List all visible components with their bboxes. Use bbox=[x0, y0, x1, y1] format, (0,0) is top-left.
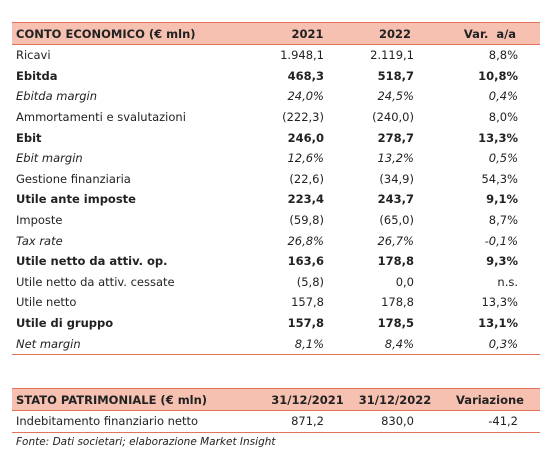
row-label: Utile netto da attiv. op. bbox=[16, 254, 168, 269]
cell-value: 243,7 bbox=[377, 192, 414, 207]
cell-value: -0,1% bbox=[484, 233, 518, 248]
cell-value: 278,7 bbox=[377, 130, 414, 145]
table-row: Gestione finanziaria (22,6) (34,9) 54,3% bbox=[12, 169, 540, 190]
cell-value: 468,3 bbox=[287, 68, 324, 83]
cell-value: 13,3% bbox=[481, 295, 518, 310]
column-header: 2022 bbox=[350, 22, 440, 45]
cell-value: 26,7% bbox=[377, 233, 414, 248]
row-label: Utile ante imposte bbox=[16, 192, 136, 207]
cell-value: 9,3% bbox=[486, 254, 518, 269]
cell-value: 178,8 bbox=[381, 295, 414, 310]
cell-value: 12,6% bbox=[287, 151, 324, 166]
table-row: Utile ante imposte 223,4 243,7 9,1% bbox=[12, 189, 540, 210]
row-label: Indebitamento finanziario netto bbox=[12, 410, 265, 433]
cell-value: 24,5% bbox=[377, 89, 414, 104]
cell-value: 13,2% bbox=[377, 151, 414, 166]
cell-value: 157,8 bbox=[291, 295, 324, 310]
cell-value: 163,6 bbox=[287, 254, 324, 269]
cell-value: 178,8 bbox=[377, 254, 414, 269]
row-label: Ricavi bbox=[16, 48, 51, 63]
table-row: Utile netto da attiv. cessate (5,8) 0,0 n.s… bbox=[12, 272, 540, 293]
cell-value: 1.948,1 bbox=[280, 48, 324, 63]
cell-value: 830,0 bbox=[350, 410, 440, 433]
cell-value: 157,8 bbox=[287, 316, 324, 331]
column-header: STATO PATRIMONIALE (€ mln) bbox=[12, 388, 265, 411]
row-label: Gestione finanziaria bbox=[16, 171, 131, 186]
cell-value: 0,3% bbox=[440, 333, 540, 355]
table-row: Tax rate 26,8% 26,7% -0,1% bbox=[12, 230, 540, 251]
cell-value: (59,8) bbox=[289, 213, 324, 228]
cell-value: 8,8% bbox=[488, 48, 518, 63]
cell-value: (65,0) bbox=[379, 213, 414, 228]
cell-value: 0,0 bbox=[395, 274, 414, 289]
row-label: Ebitda bbox=[16, 68, 58, 83]
cell-value: (34,9) bbox=[379, 171, 414, 186]
cell-value: 178,5 bbox=[377, 316, 414, 331]
table-row: Ebitda 468,3 518,7 10,8% bbox=[12, 66, 540, 87]
table-row: Ebit 246,0 278,7 13,3% bbox=[12, 127, 540, 148]
cell-value: -41,2 bbox=[440, 410, 540, 433]
cell-value: n.s. bbox=[497, 274, 518, 289]
row-label: Ebit bbox=[16, 130, 42, 145]
cell-value: (222,3) bbox=[282, 110, 324, 125]
cell-value: 871,2 bbox=[265, 410, 350, 433]
cell-value: 246,0 bbox=[287, 130, 324, 145]
cell-value: (22,6) bbox=[289, 171, 324, 186]
cell-value: 518,7 bbox=[377, 68, 414, 83]
row-label: Imposte bbox=[16, 213, 63, 228]
cell-value: (240,0) bbox=[372, 110, 414, 125]
row-label: Ebitda margin bbox=[16, 89, 98, 104]
table-row: Ammortamenti e svalutazioni (222,3) (240,0… bbox=[12, 107, 540, 128]
table-row: Ricavi 1.948,1 2.119,1 8,8% bbox=[12, 45, 540, 66]
column-header: 31/12/2021 bbox=[265, 388, 350, 411]
row-label: Utile netto bbox=[16, 295, 77, 310]
cell-value: 8,7% bbox=[488, 213, 518, 228]
table-row: Ebit margin 12,6% 13,2% 0,5% bbox=[12, 148, 540, 169]
cell-value: 2.119,1 bbox=[370, 48, 414, 63]
income-table: CONTO ECONOMICO (€ mln) 2021 2022 Var. a/a R… bbox=[12, 22, 540, 355]
table-row: Imposte (59,8) (65,0) 8,7% bbox=[12, 210, 540, 231]
table-row: Ebitda margin 24,0% 24,5% 0,4% bbox=[12, 86, 540, 107]
header-row: STATO PATRIMONIALE (€ mln) 31/12/2021 31/1… bbox=[12, 388, 540, 411]
cell-value: 9,1% bbox=[486, 192, 518, 207]
column-header: Var. a/a bbox=[440, 22, 540, 45]
cell-value: 8,0% bbox=[488, 110, 518, 125]
cell-value: 10,8% bbox=[478, 68, 518, 83]
cell-value: 26,8% bbox=[287, 233, 324, 248]
column-header: 31/12/2022 bbox=[350, 388, 440, 411]
table-row: Utile di gruppo 157,8 178,5 13,1% bbox=[12, 313, 540, 334]
table-row: Net margin 8,1% 8,4% 0,3% bbox=[12, 333, 540, 355]
cell-value: 13,3% bbox=[478, 130, 518, 145]
table-row: Utile netto 157,8 178,8 13,3% bbox=[12, 292, 540, 313]
row-label: Tax rate bbox=[16, 233, 63, 248]
cell-value: 8,4% bbox=[350, 333, 440, 355]
cell-value: 8,1% bbox=[265, 333, 350, 355]
cell-value: (5,8) bbox=[296, 274, 324, 289]
column-header: CONTO ECONOMICO (€ mln) bbox=[12, 22, 265, 45]
cell-value: 0,5% bbox=[488, 151, 518, 166]
balance-table: STATO PATRIMONIALE (€ mln) 31/12/2021 31/1… bbox=[12, 388, 540, 433]
table-row: Utile netto da attiv. op. 163,6 178,8 9,3% bbox=[12, 251, 540, 272]
header-row: CONTO ECONOMICO (€ mln) 2021 2022 Var. a/a bbox=[12, 22, 540, 45]
cell-value: 13,1% bbox=[478, 316, 518, 331]
cell-value: 0,4% bbox=[488, 89, 518, 104]
cell-value: 24,0% bbox=[287, 89, 324, 104]
row-label: Ammortamenti e svalutazioni bbox=[16, 110, 186, 125]
table-row: Indebitamento finanziario netto 871,2 830,… bbox=[12, 410, 540, 433]
cell-value: 54,3% bbox=[481, 171, 518, 186]
footnote: Fonte: Dati societari; elaborazione Mark… bbox=[16, 436, 276, 448]
column-header: Variazione bbox=[440, 388, 540, 411]
row-label: Ebit margin bbox=[16, 151, 83, 166]
cell-value: 223,4 bbox=[287, 192, 324, 207]
row-label: Net margin bbox=[12, 333, 265, 355]
row-label: Utile netto da attiv. cessate bbox=[16, 274, 175, 289]
column-header: 2021 bbox=[265, 22, 350, 45]
row-label: Utile di gruppo bbox=[16, 316, 114, 331]
